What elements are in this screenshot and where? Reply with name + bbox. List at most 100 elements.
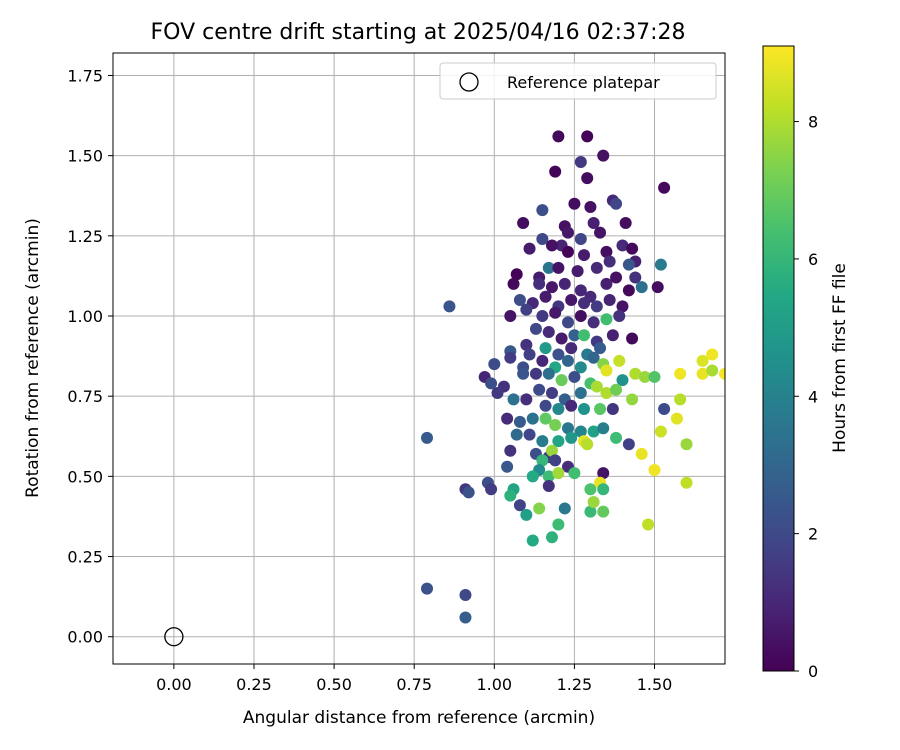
data-point: [574, 425, 587, 438]
data-point: [485, 483, 498, 496]
data-point: [696, 354, 709, 367]
colorbar-tick-label: 0: [808, 662, 818, 681]
data-point: [670, 412, 683, 425]
legend-box: [439, 62, 717, 100]
data-point: [600, 386, 613, 399]
data-point: [520, 508, 533, 521]
data-point: [533, 383, 546, 396]
data-point: [674, 367, 687, 380]
y-tick-label: 1.25: [67, 227, 103, 246]
data-point: [629, 367, 642, 380]
data-point: [622, 258, 635, 271]
data-point: [680, 476, 693, 489]
data-point: [552, 403, 565, 416]
data-point: [552, 261, 565, 274]
data-point: [545, 531, 558, 544]
x-axis: 0.00 0.25 0.50 0.75 1.00 1.25 1.50: [156, 664, 672, 694]
data-point: [542, 261, 555, 274]
data-point: [568, 370, 581, 383]
data-point: [603, 293, 616, 306]
data-point: [501, 460, 514, 473]
data-point: [600, 277, 613, 290]
data-point: [590, 380, 603, 393]
data-point: [549, 306, 562, 319]
data-point: [594, 226, 607, 239]
data-point: [719, 367, 725, 380]
colorbar-ticks: 0 2 4 6 8: [794, 113, 818, 681]
data-point: [526, 412, 539, 425]
data-point: [504, 489, 517, 502]
x-tick-label: 0.25: [236, 675, 272, 694]
data-point: [626, 242, 639, 255]
data-point: [510, 428, 523, 441]
data-point: [542, 326, 555, 339]
data-point: [561, 422, 574, 435]
data-point: [513, 415, 526, 428]
data-point: [574, 233, 587, 246]
data-point: [459, 589, 472, 602]
data-point: [565, 293, 578, 306]
data-point: [584, 200, 597, 213]
data-point: [600, 245, 613, 258]
data-point: [574, 284, 587, 297]
x-tick-label: 1.50: [637, 675, 673, 694]
data-point: [549, 419, 562, 432]
data-point: [658, 181, 671, 194]
data-point: [603, 255, 616, 268]
data-point: [578, 403, 591, 416]
data-point: [558, 502, 571, 515]
data-point: [597, 467, 610, 480]
data-point: [581, 172, 594, 185]
colorbar-tick-label: 2: [808, 525, 818, 544]
data-point: [590, 300, 603, 313]
data-point: [622, 284, 635, 297]
data-point: [622, 438, 635, 451]
x-tick-label: 0.50: [316, 675, 352, 694]
data-point: [459, 611, 472, 624]
data-point: [635, 447, 648, 460]
data-point: [561, 354, 574, 367]
data-point: [648, 370, 661, 383]
data-point: [581, 130, 594, 143]
data-point: [578, 249, 591, 262]
data-point: [513, 499, 526, 512]
data-point: [610, 271, 623, 284]
data-point: [421, 582, 434, 595]
data-point: [587, 316, 600, 329]
data-point: [555, 374, 568, 387]
data-point: [552, 518, 565, 531]
legend: Reference platepar: [439, 62, 717, 100]
x-tick-label: 1.00: [476, 675, 512, 694]
data-point: [513, 293, 526, 306]
data-point: [443, 300, 456, 313]
data-point: [610, 197, 623, 210]
data-point: [504, 310, 517, 323]
data-point: [549, 454, 562, 467]
data-point: [526, 534, 539, 547]
data-point: [491, 386, 504, 399]
x-tick-label: 0.00: [156, 675, 192, 694]
x-axis-label: Angular distance from reference (arcmin): [243, 708, 595, 728]
y-tick-label: 0.50: [67, 467, 103, 486]
data-point: [561, 245, 574, 258]
data-point: [616, 300, 629, 313]
data-point: [626, 332, 639, 345]
data-point: [568, 467, 581, 480]
colorbar: 0 2 4 6 8 Hours from first FF file: [762, 45, 850, 681]
x-tick-label: 0.75: [396, 675, 432, 694]
data-point: [523, 348, 536, 361]
data-point: [523, 428, 536, 441]
data-point: [542, 479, 555, 492]
data-point: [510, 268, 523, 281]
data-point: [680, 438, 693, 451]
data-point: [616, 239, 629, 252]
y-tick-label: 0.75: [67, 387, 103, 406]
data-point: [529, 322, 542, 335]
data-point: [578, 297, 591, 310]
data-point: [545, 281, 558, 294]
legend-marker: [459, 72, 479, 92]
data-point: [542, 470, 555, 483]
data-point: [539, 399, 552, 412]
data-point: [533, 277, 546, 290]
data-point: [507, 277, 520, 290]
